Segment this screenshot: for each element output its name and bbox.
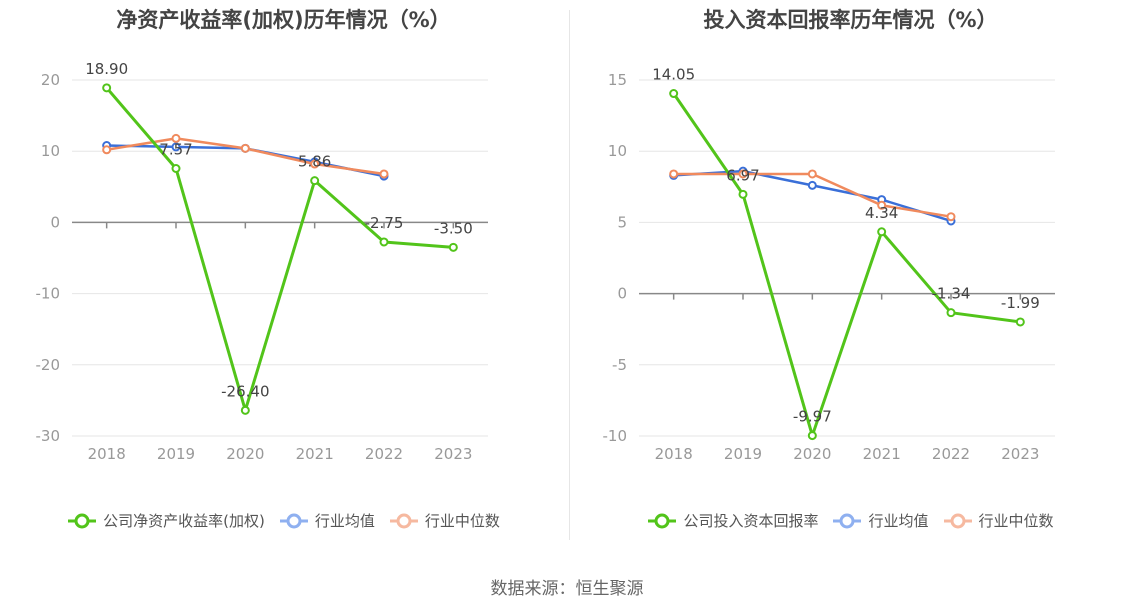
x-tick-label: 2020 [793,445,831,463]
x-tick-label: 2022 [365,445,403,463]
legend-median-icon [389,513,418,528]
series-line [672,92,1021,438]
data-point [669,169,679,179]
panel-divider [569,10,570,540]
data-point [310,176,320,186]
legend-item-median[interactable]: 行业中位数 [943,510,1054,531]
series-line [105,86,454,412]
legend-label: 行业均值 [314,512,375,530]
legend-item-company[interactable]: 公司投入资本回报率 [647,510,818,531]
data-label: 4.34 [865,204,898,222]
x-tick-label: 2021 [296,445,334,463]
legend-median-icon [943,513,972,528]
chart-title: 投入资本回报率历年情况（%） [703,8,998,32]
legend-label: 公司投入资本回报率 [683,512,819,530]
data-label: 6.97 [726,166,759,184]
chart-legend: 公司投入资本回报率 行业均值 行业中位数 [567,510,1134,531]
data-source: 数据来源：恒生聚源 [490,579,644,599]
data-label: -2.75 [365,214,404,232]
legend-mean-icon [279,513,308,528]
data-point [807,431,817,441]
y-tick-label: -20 [36,356,61,374]
y-tick-label: -10 [603,427,628,445]
roe-chart-panel: 净资产收益率(加权)历年情况（%） 20 10 0 -10 -20 -30 2018 2019… [0,0,567,560]
x-tick-label: 2019 [157,445,195,463]
data-point [807,180,817,190]
y-tick-label: -10 [36,285,61,303]
legend-label: 公司净资产收益率(加权) [103,512,265,530]
data-point [738,169,748,179]
data-point [379,169,389,179]
series-line [673,172,952,218]
data-label: 18.90 [85,60,128,78]
x-tick-label: 2018 [88,445,126,463]
y-tick-label: 0 [617,285,627,303]
y-tick-label: 20 [41,71,60,89]
data-point [669,89,679,99]
legend-item-mean[interactable]: 行业均值 [832,510,929,531]
x-tick-label: 2021 [863,445,901,463]
x-tick-label: 2019 [724,445,762,463]
data-point [102,145,112,155]
x-tick-label: 2023 [434,445,472,463]
chart-title: 净资产收益率(加权)历年情况（%） [116,8,451,32]
data-point [310,159,320,169]
x-tick-label: 2023 [1001,445,1039,463]
data-point [379,237,389,247]
roe-line-chart: 20 10 0 -10 -20 -30 2018 2019 2020 2021 2022 2023 18… [36,60,488,463]
legend-item-company[interactable]: 公司净资产收益率(加权) [67,510,265,531]
series-line [106,137,385,176]
data-label: -1.99 [1001,294,1040,312]
data-point [171,142,181,152]
data-point [1015,317,1025,327]
legend-label: 行业中位数 [978,512,1054,530]
data-label: 5.86 [298,153,331,171]
data-point [946,212,956,222]
data-point [240,405,250,415]
y-tick-label: -30 [36,427,61,445]
legend-label: 行业均值 [868,512,929,530]
data-point [240,143,250,153]
roic-line-chart: 15 10 5 0 -5 -10 2018 2019 2020 2021 2022 2023 14.05… [603,66,1055,463]
legend-item-mean[interactable]: 行业均值 [279,510,375,531]
data-point [807,169,817,179]
data-label: -3.50 [434,219,473,237]
x-tick-label: 2020 [226,445,264,463]
data-point [877,227,887,237]
data-point [102,83,112,93]
legend-label: 行业中位数 [424,512,500,530]
chart-legend: 公司净资产收益率(加权) 行业均值 行业中位数 [0,510,567,531]
series-line [673,169,952,223]
legend-item-median[interactable]: 行业中位数 [389,510,500,531]
data-label: -1.34 [932,285,971,303]
data-point [738,189,748,199]
y-tick-label: 10 [41,142,60,160]
data-point [946,308,956,318]
data-label: 7.57 [159,141,192,159]
data-label: -9.97 [793,408,832,426]
x-tick-label: 2022 [932,445,970,463]
y-tick-label: 10 [608,142,627,160]
data-point [448,242,458,252]
data-point [877,200,887,210]
data-point [171,133,181,143]
data-point [171,164,181,174]
data-label: -26.40 [221,382,269,400]
y-tick-label: 0 [50,213,60,231]
legend-company-icon [648,513,677,528]
x-tick-label: 2018 [655,445,693,463]
data-label: 14.05 [652,66,695,84]
roic-chart-panel: 投入资本回报率历年情况（%） 15 10 5 0 -5 -10 2018 2019 2020 20… [567,0,1134,560]
legend-company-icon [68,513,97,528]
legend-mean-icon [833,513,862,528]
y-tick-label: 5 [617,213,627,231]
y-tick-label: 15 [608,71,627,89]
y-tick-label: -5 [612,356,627,374]
